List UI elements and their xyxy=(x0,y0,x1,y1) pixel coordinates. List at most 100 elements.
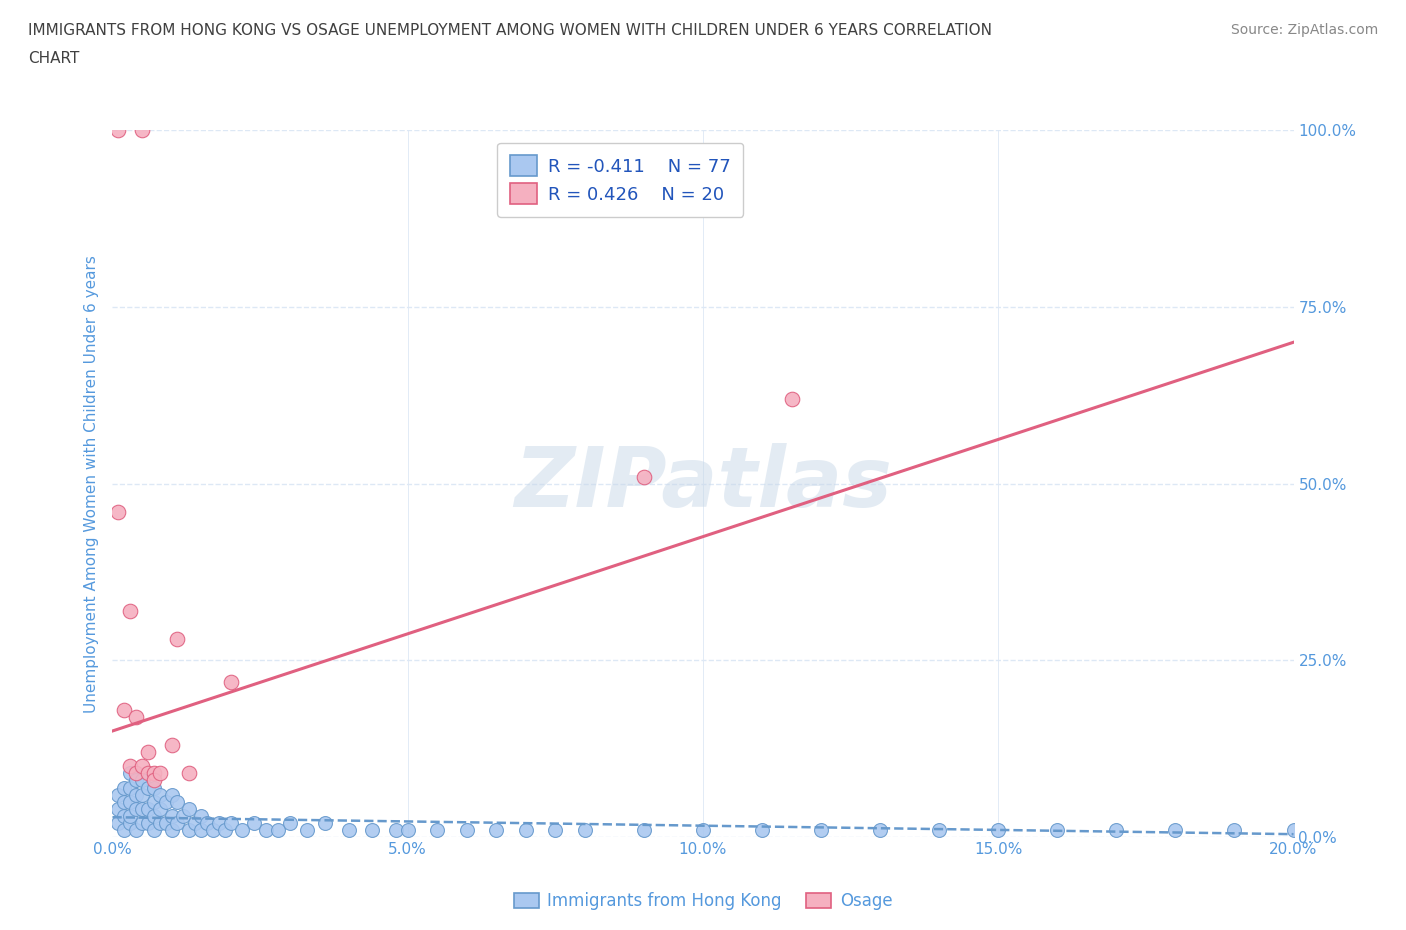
Point xyxy=(120,794,142,809)
Point xyxy=(142,808,165,823)
Point xyxy=(361,822,384,837)
Point xyxy=(208,816,231,830)
Point xyxy=(385,822,408,837)
Point xyxy=(112,822,135,837)
Point xyxy=(125,773,148,788)
Point xyxy=(125,802,148,817)
Point xyxy=(136,802,159,817)
Point xyxy=(456,822,478,837)
Legend: Immigrants from Hong Kong, Osage: Immigrants from Hong Kong, Osage xyxy=(508,885,898,917)
Point xyxy=(928,822,950,837)
Point xyxy=(231,822,253,837)
Point xyxy=(112,702,135,717)
Point xyxy=(396,822,419,837)
Point xyxy=(190,822,212,837)
Point xyxy=(1282,822,1305,837)
Point xyxy=(160,787,183,802)
Point xyxy=(195,816,218,830)
Point xyxy=(131,759,153,774)
Point xyxy=(633,822,655,837)
Point xyxy=(219,674,242,689)
Point xyxy=(214,822,236,837)
Point xyxy=(337,822,360,837)
Point xyxy=(1164,822,1187,837)
Point xyxy=(155,816,177,830)
Point xyxy=(136,816,159,830)
Point xyxy=(190,808,212,823)
Point xyxy=(485,822,508,837)
Point xyxy=(574,822,596,837)
Point xyxy=(166,794,188,809)
Point xyxy=(120,604,142,618)
Y-axis label: Unemployment Among Women with Children Under 6 years: Unemployment Among Women with Children U… xyxy=(84,255,100,712)
Point xyxy=(136,745,159,760)
Point xyxy=(515,822,537,837)
Point xyxy=(172,808,194,823)
Point xyxy=(155,794,177,809)
Point xyxy=(112,780,135,795)
Point xyxy=(179,802,201,817)
Point xyxy=(120,759,142,774)
Point xyxy=(107,787,129,802)
Point xyxy=(107,816,129,830)
Point xyxy=(160,808,183,823)
Point xyxy=(136,766,159,781)
Point xyxy=(131,773,153,788)
Point xyxy=(125,822,148,837)
Text: CHART: CHART xyxy=(28,51,80,66)
Point xyxy=(278,816,301,830)
Point xyxy=(131,123,153,138)
Point xyxy=(112,808,135,823)
Point xyxy=(131,787,153,802)
Point xyxy=(810,822,832,837)
Point xyxy=(201,822,224,837)
Point xyxy=(544,822,567,837)
Point xyxy=(1223,822,1246,837)
Point xyxy=(125,787,148,802)
Text: ZIPatlas: ZIPatlas xyxy=(515,443,891,525)
Point xyxy=(751,822,773,837)
Point xyxy=(267,822,290,837)
Point xyxy=(179,766,201,781)
Point xyxy=(120,816,142,830)
Text: IMMIGRANTS FROM HONG KONG VS OSAGE UNEMPLOYMENT AMONG WOMEN WITH CHILDREN UNDER : IMMIGRANTS FROM HONG KONG VS OSAGE UNEMP… xyxy=(28,23,993,38)
Point xyxy=(184,816,207,830)
Point xyxy=(142,780,165,795)
Text: Source: ZipAtlas.com: Source: ZipAtlas.com xyxy=(1230,23,1378,37)
Point xyxy=(314,816,336,830)
Point xyxy=(107,802,129,817)
Point xyxy=(107,123,129,138)
Point xyxy=(125,766,148,781)
Point xyxy=(1105,822,1128,837)
Point xyxy=(166,631,188,646)
Point xyxy=(219,816,242,830)
Point xyxy=(131,816,153,830)
Point xyxy=(160,822,183,837)
Point xyxy=(112,794,135,809)
Point xyxy=(107,504,129,519)
Point xyxy=(633,469,655,484)
Point xyxy=(149,766,172,781)
Point xyxy=(179,822,201,837)
Point xyxy=(692,822,714,837)
Point xyxy=(160,737,183,752)
Point xyxy=(142,773,165,788)
Point xyxy=(297,822,319,837)
Point xyxy=(125,710,148,724)
Point xyxy=(1046,822,1069,837)
Point xyxy=(149,816,172,830)
Point xyxy=(120,766,142,781)
Point xyxy=(131,802,153,817)
Point xyxy=(869,822,891,837)
Point xyxy=(136,780,159,795)
Point xyxy=(780,392,803,406)
Point xyxy=(142,822,165,837)
Legend: R = -0.411    N = 77, R = 0.426    N = 20: R = -0.411 N = 77, R = 0.426 N = 20 xyxy=(498,143,744,217)
Point xyxy=(142,766,165,781)
Point xyxy=(166,816,188,830)
Point xyxy=(987,822,1010,837)
Point xyxy=(149,787,172,802)
Point xyxy=(243,816,266,830)
Point xyxy=(254,822,277,837)
Point xyxy=(120,808,142,823)
